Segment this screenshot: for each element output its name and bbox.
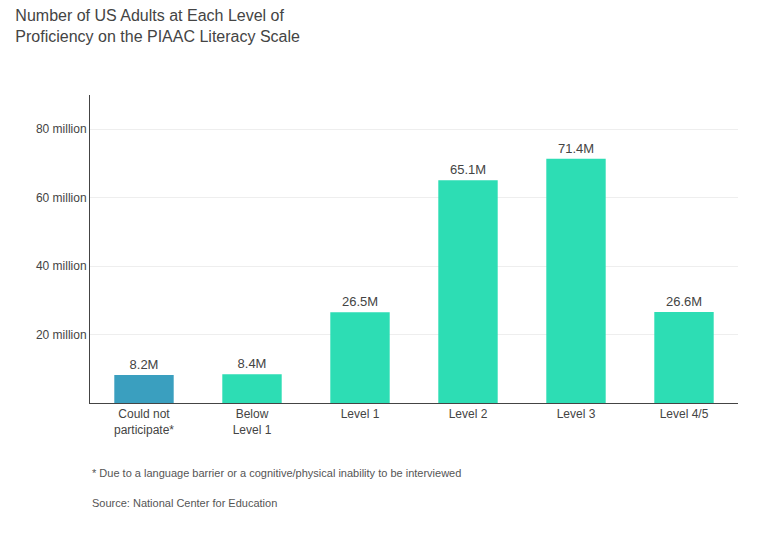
svg-text:40 million: 40 million bbox=[36, 259, 87, 273]
svg-text:Level 1: Level 1 bbox=[341, 407, 380, 421]
svg-text:26.6M: 26.6M bbox=[666, 294, 702, 309]
svg-text:* Due to a language barrier or: * Due to a language barrier or a cogniti… bbox=[92, 467, 461, 479]
svg-text:Level 4/5: Level 4/5 bbox=[660, 407, 709, 421]
svg-text:60 million: 60 million bbox=[36, 191, 87, 205]
svg-text:80 million: 80 million bbox=[36, 122, 87, 136]
svg-text:65.1M: 65.1M bbox=[450, 162, 486, 177]
svg-text:Could notparticipate*: Could notparticipate* bbox=[114, 407, 174, 437]
svg-text:BelowLevel 1: BelowLevel 1 bbox=[233, 407, 272, 437]
svg-text:8.2M: 8.2M bbox=[130, 357, 159, 372]
svg-text:71.4M: 71.4M bbox=[558, 141, 594, 156]
svg-text:Level 2: Level 2 bbox=[449, 407, 488, 421]
svg-text:8.4M: 8.4M bbox=[238, 356, 267, 371]
svg-text:26.5M: 26.5M bbox=[342, 294, 378, 309]
svg-text:Level 3: Level 3 bbox=[557, 407, 596, 421]
svg-text:Source: National Center for Ed: Source: National Center for Education bbox=[92, 497, 277, 509]
svg-text:20 million: 20 million bbox=[36, 328, 87, 342]
svg-text:Number of US Adults at Each Le: Number of US Adults at Each Level ofProf… bbox=[15, 7, 300, 45]
